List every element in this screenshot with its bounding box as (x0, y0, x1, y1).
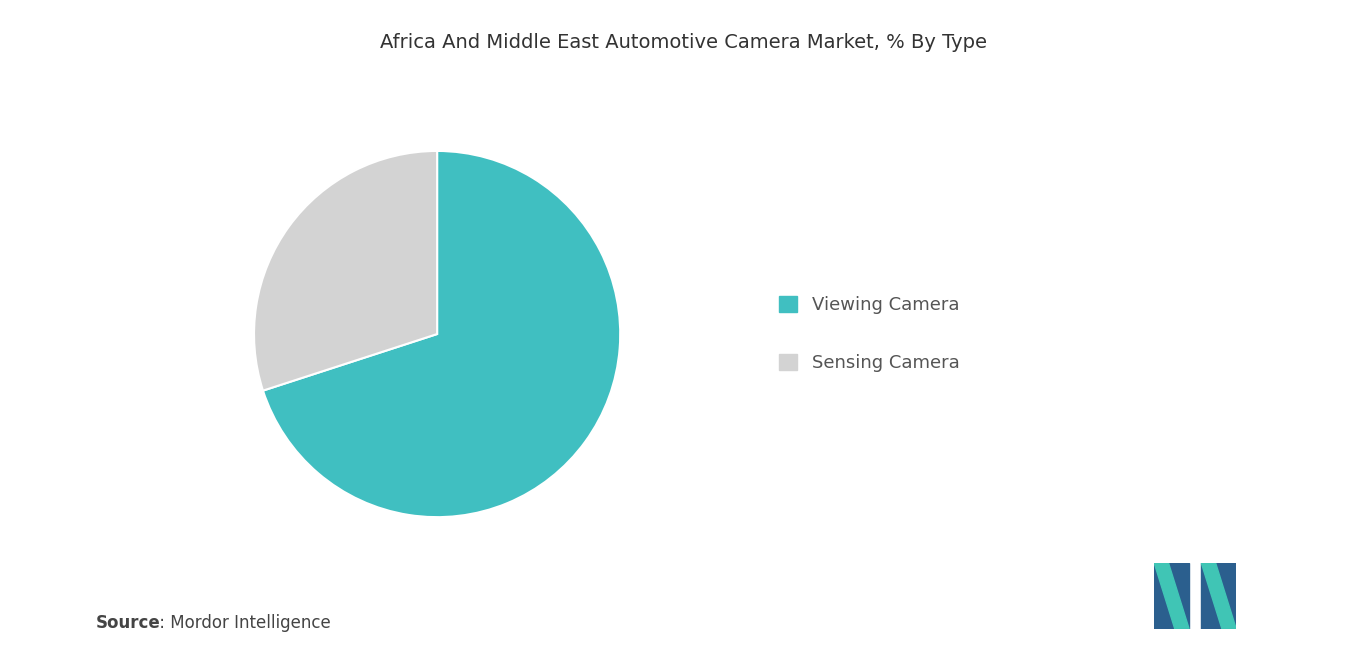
Polygon shape (1154, 563, 1188, 629)
Legend: Viewing Camera, Sensing Camera: Viewing Camera, Sensing Camera (779, 296, 959, 372)
Text: : Mordor Intelligence: : Mordor Intelligence (154, 614, 331, 632)
Wedge shape (264, 151, 620, 517)
Wedge shape (254, 151, 437, 390)
Text: Source: Source (96, 614, 160, 632)
Polygon shape (1202, 563, 1236, 629)
Text: Africa And Middle East Automotive Camera Market, % By Type: Africa And Middle East Automotive Camera… (380, 33, 986, 52)
Polygon shape (1154, 563, 1188, 629)
Polygon shape (1202, 563, 1236, 629)
